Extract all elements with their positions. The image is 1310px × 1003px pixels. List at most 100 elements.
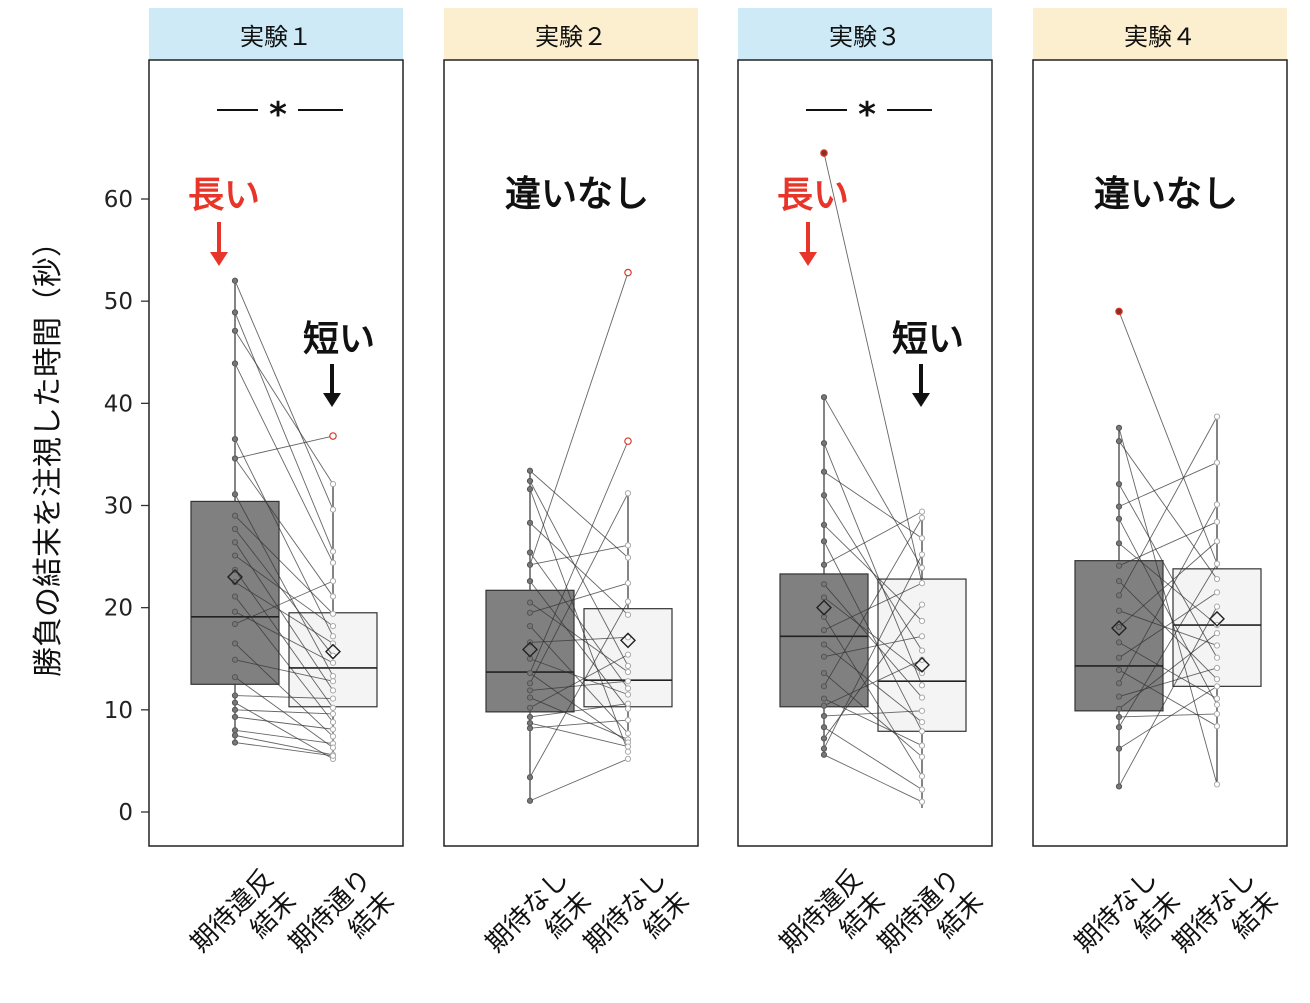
data-point	[820, 581, 828, 588]
data-point	[526, 680, 534, 687]
pair-line	[529, 580, 629, 710]
data-point	[918, 580, 926, 587]
arrow-head	[799, 252, 817, 266]
pair-line	[1118, 540, 1218, 628]
data-point	[231, 525, 239, 533]
annotation-short: 短い	[892, 319, 964, 360]
pair-line	[234, 458, 334, 597]
strip-header	[738, 8, 992, 60]
pair-line	[529, 582, 629, 614]
pair-line	[234, 438, 334, 637]
data-point	[526, 622, 534, 630]
data-point	[526, 477, 534, 485]
pair-line	[234, 729, 334, 744]
pair-line	[529, 625, 629, 734]
mean-marker	[522, 641, 538, 658]
pair-line	[234, 643, 334, 737]
data-point	[329, 548, 337, 555]
pair-line	[1118, 504, 1218, 684]
data-point	[624, 554, 632, 561]
data-point	[624, 598, 632, 605]
data-point	[820, 702, 828, 709]
data-point	[1115, 680, 1123, 687]
data-point	[624, 651, 632, 658]
pair-line	[1118, 311, 1218, 564]
pair-line	[234, 435, 334, 459]
pair-line	[1118, 563, 1218, 728]
pair-line	[234, 676, 334, 749]
outlier-point	[624, 268, 632, 277]
pair-line	[529, 440, 629, 674]
data-point	[329, 718, 337, 726]
y-tick-label: 50	[104, 289, 133, 315]
outlier-point	[1115, 307, 1123, 316]
pair-line	[234, 695, 334, 700]
data-point	[329, 695, 337, 702]
data-point	[329, 633, 337, 640]
pair-line	[529, 552, 629, 689]
pair-line	[823, 616, 923, 777]
data-point	[820, 394, 828, 401]
pair-line	[234, 515, 334, 615]
data-point	[1115, 745, 1123, 752]
data-point	[526, 687, 534, 694]
data-point	[329, 710, 337, 718]
data-point	[231, 640, 239, 647]
panel-frame	[1032, 59, 1288, 847]
data-point	[1115, 623, 1123, 631]
data-point	[329, 578, 337, 585]
data-point	[526, 774, 534, 781]
mean-marker	[620, 632, 636, 649]
data-point	[1115, 562, 1123, 569]
data-point	[820, 695, 828, 702]
data-point	[624, 755, 632, 762]
pair-line	[823, 582, 923, 631]
data-point	[1213, 413, 1221, 420]
data-point	[624, 678, 632, 685]
data-point	[231, 360, 239, 367]
data-point	[820, 751, 828, 758]
data-point	[1213, 654, 1221, 661]
data-point	[918, 682, 926, 689]
pair-line	[529, 480, 629, 667]
pair-line	[529, 272, 629, 565]
pair-line	[234, 528, 334, 656]
data-point	[1213, 518, 1221, 525]
data-point	[1115, 592, 1123, 599]
data-point	[526, 694, 534, 701]
pair-line	[529, 758, 629, 802]
data-point	[231, 713, 239, 721]
y-axis-label: 勝負の結末を注視した時間（秒）	[31, 227, 66, 677]
data-point	[820, 627, 828, 634]
pair-line	[1118, 685, 1218, 750]
data-point	[624, 730, 632, 737]
data-point	[526, 578, 534, 585]
data-point	[918, 773, 926, 780]
data-point	[329, 559, 337, 566]
data-point	[526, 467, 534, 474]
data-point	[624, 685, 632, 692]
data-point	[624, 700, 632, 707]
data-point	[1115, 515, 1123, 522]
pair-line	[823, 726, 923, 790]
data-point	[231, 674, 239, 681]
pair-line	[1118, 416, 1218, 596]
data-point	[918, 601, 926, 608]
pair-line	[234, 716, 334, 730]
data-point	[329, 622, 337, 630]
data-point	[231, 739, 239, 746]
data-point	[820, 745, 828, 752]
pair-line	[1118, 580, 1218, 680]
mean-marker	[1209, 610, 1225, 627]
mean-marker	[1111, 620, 1127, 637]
data-point	[526, 669, 534, 677]
data-point	[1213, 538, 1221, 545]
data-point	[1213, 459, 1221, 466]
data-point	[624, 580, 632, 587]
data-point	[526, 519, 534, 526]
panel-frame	[443, 59, 699, 847]
